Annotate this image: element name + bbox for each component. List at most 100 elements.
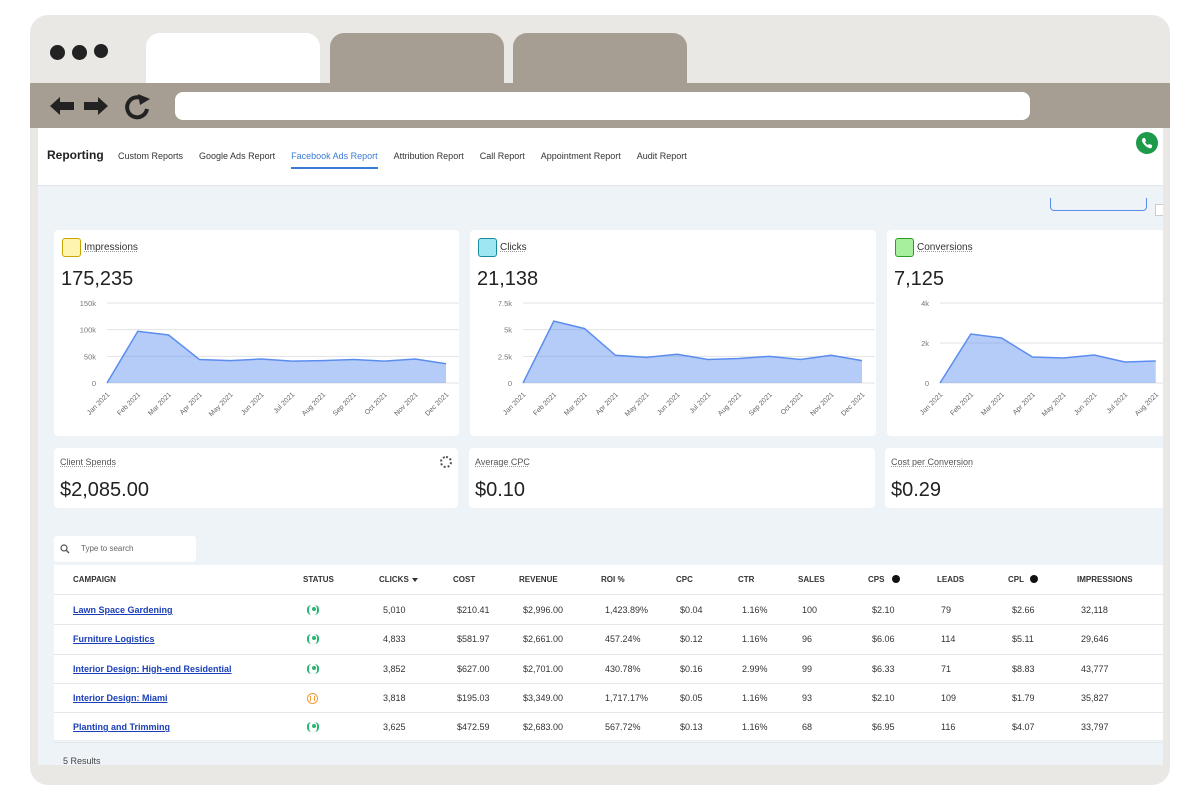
table-cell: $2,661.00: [523, 634, 564, 645]
status-icon[interactable]: [307, 634, 319, 645]
report-tab[interactable]: Facebook Ads Report: [291, 151, 378, 169]
status-icon[interactable]: [307, 605, 319, 615]
y-tick-label: 0: [925, 379, 929, 388]
x-tick-label: Aug 2021: [301, 391, 327, 417]
table-cell: $210.41: [457, 605, 490, 615]
report-tab[interactable]: Appointment Report: [540, 151, 621, 161]
report-tab[interactable]: Audit Report: [636, 151, 687, 161]
campaign-link[interactable]: Planting and Trimming: [73, 722, 171, 733]
browser-tab[interactable]: [146, 33, 320, 83]
table-cell: $5.11: [1012, 634, 1034, 645]
x-tick-label: Oct 2021: [364, 391, 389, 416]
metric-card: Clicks 21,138 0 2.5k 5k 7.5k Jan 2021 Feb 2021 M…: [470, 230, 876, 436]
header-rule: [54, 594, 1163, 595]
browser-tab[interactable]: [513, 33, 687, 83]
x-tick-label: Mar 2021: [147, 391, 173, 417]
table-cell: $2.10: [872, 605, 895, 615]
x-tick-label: Jul 2021: [1106, 391, 1130, 415]
table-cell: $4.07: [1012, 722, 1035, 733]
area-chart: 0 50k 100k 150k Jan 2021 Feb 2021 Mar 2021 Apr …: [80, 299, 459, 418]
campaign-link[interactable]: Furniture Logistics: [73, 634, 155, 645]
column-header[interactable]: COST: [453, 575, 476, 584]
table-cell: 33,797: [1081, 722, 1109, 733]
date-picker[interactable]: [1050, 198, 1147, 211]
y-tick-label: 2k: [921, 339, 929, 348]
report-tab[interactable]: Google Ads Report: [199, 151, 276, 161]
metric-icon: [895, 238, 914, 257]
column-header[interactable]: IMPRESSIONS: [1077, 575, 1133, 584]
x-tick-label: May 2021: [208, 391, 235, 418]
x-tick-label: Jun 2021: [1073, 391, 1098, 416]
column-header[interactable]: CPS: [868, 575, 885, 584]
campaign-link[interactable]: Lawn Space Gardening: [73, 605, 173, 615]
table-cell: 100: [802, 605, 818, 615]
window-dot: [50, 45, 65, 60]
x-tick-label: Dec 2021: [424, 391, 450, 417]
campaign-link[interactable]: Interior Design: Miami: [73, 692, 168, 703]
y-tick-label: 50k: [84, 352, 96, 361]
table-cell: 79: [941, 605, 952, 615]
y-tick-label: 2.5k: [498, 352, 512, 361]
table-cell: $6.06: [872, 634, 895, 645]
x-tick-label: May 2021: [1041, 391, 1068, 418]
status-dot: [312, 607, 316, 611]
table-cell: 3,852: [383, 663, 406, 674]
column-header[interactable]: LEADS: [937, 575, 965, 584]
status-icon[interactable]: [307, 692, 318, 704]
window-dot: [72, 45, 87, 60]
column-header[interactable]: CPC: [676, 575, 693, 584]
x-tick-label: Aug 2021: [1134, 391, 1160, 417]
report-tab[interactable]: Call Report: [479, 151, 525, 161]
metric-label: Clicks: [500, 242, 527, 253]
status-icon[interactable]: [307, 663, 319, 674]
column-header[interactable]: CAMPAIGN: [73, 575, 116, 584]
report-tab[interactable]: Attribution Report: [393, 151, 464, 161]
spend-label: Average CPC: [475, 457, 530, 467]
search-placeholder: Type to search: [81, 544, 134, 553]
column-header[interactable]: CLICKS: [379, 575, 409, 584]
table-cell: 430.78%: [605, 663, 641, 674]
column-header[interactable]: STATUS: [303, 575, 334, 584]
status-dot: [312, 636, 316, 641]
column-header[interactable]: SALES: [798, 575, 825, 584]
y-tick-label: 0: [92, 379, 96, 388]
toggle[interactable]: [1155, 204, 1163, 216]
table-cell: 3,818: [383, 692, 406, 703]
spend-card: Cost per Conversion $0.29: [885, 448, 1163, 508]
search-box[interactable]: Type to search: [54, 536, 196, 562]
row-rule: [54, 624, 1163, 626]
row-rule: [54, 712, 1163, 714]
area-chart: 0 2.5k 5k 7.5k Jan 2021 Feb 2021 Mar 2021 Apr 2…: [498, 299, 875, 418]
column-header[interactable]: CPL: [1008, 575, 1024, 584]
x-tick-label: Feb 2021: [532, 391, 558, 417]
sort-indicator: [412, 578, 418, 582]
settings-icon[interactable]: [440, 456, 452, 468]
column-header[interactable]: REVENUE: [519, 575, 558, 584]
call-button[interactable]: [1136, 132, 1158, 154]
x-tick-label: Jan 2021: [502, 391, 527, 416]
spend-value: $0.29: [891, 479, 942, 501]
table-cell: 1.16%: [742, 634, 768, 645]
nav-buttons[interactable]: [46, 91, 156, 121]
campaign-link[interactable]: Interior Design: High-end Residential: [73, 663, 232, 674]
browser-tab[interactable]: [330, 33, 504, 83]
table-cell: $2.66: [1012, 605, 1035, 615]
report-tab[interactable]: Custom Reports: [118, 151, 184, 161]
metric-total: 21,138: [477, 268, 539, 290]
table-cell: 1.16%: [742, 722, 768, 733]
status-icon[interactable]: [307, 722, 319, 733]
area: [107, 331, 446, 383]
column-header[interactable]: CTR: [738, 575, 755, 584]
table-cell: $3,349.00: [523, 692, 564, 703]
spend-label: Client Spends: [60, 457, 117, 467]
table-cell: $2.10: [872, 692, 895, 703]
table-cell: 1.16%: [742, 605, 768, 615]
column-header[interactable]: ROI %: [601, 575, 625, 584]
x-tick-label: Feb 2021: [116, 391, 142, 417]
table-cell: $0.04: [680, 605, 703, 615]
table-cell: $472.59: [457, 722, 490, 733]
x-tick-label: Mar 2021: [980, 391, 1006, 417]
table-cell: 93: [802, 692, 813, 703]
address-bar[interactable]: [175, 92, 1030, 120]
spend-card: Client Spends $2,085.00: [54, 448, 458, 508]
